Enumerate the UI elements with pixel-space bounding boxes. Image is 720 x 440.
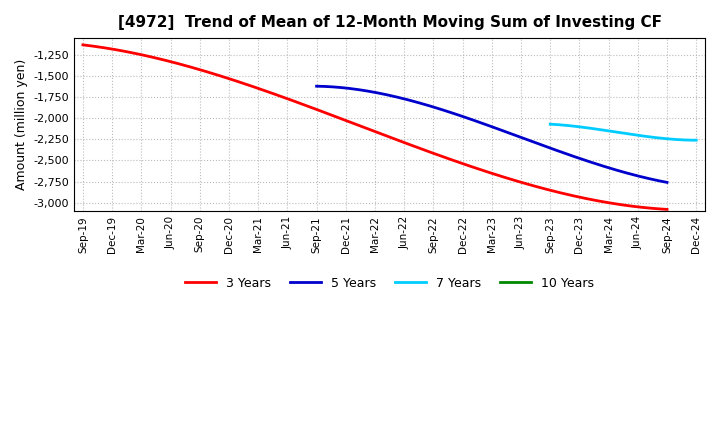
Title: [4972]  Trend of Mean of 12-Month Moving Sum of Investing CF: [4972] Trend of Mean of 12-Month Moving … (117, 15, 662, 30)
Y-axis label: Amount (million yen): Amount (million yen) (15, 59, 28, 190)
Legend: 3 Years, 5 Years, 7 Years, 10 Years: 3 Years, 5 Years, 7 Years, 10 Years (180, 272, 599, 295)
